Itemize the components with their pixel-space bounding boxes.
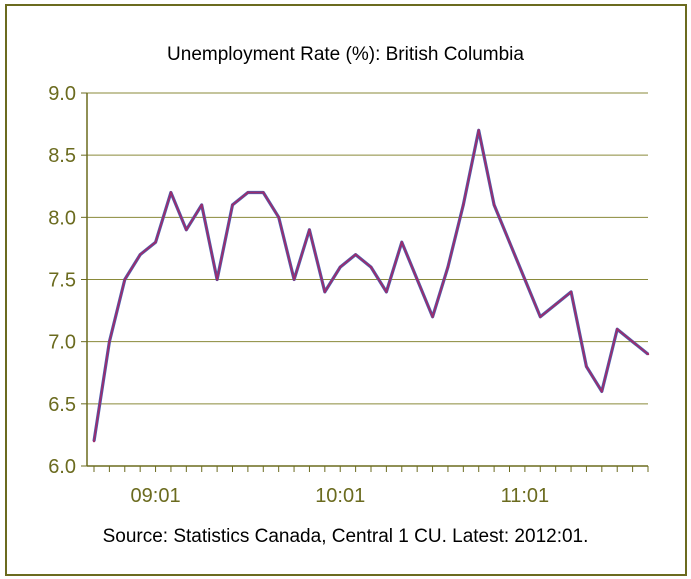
data-point (385, 290, 388, 294)
chart-frame (5, 4, 687, 576)
data-point (185, 228, 188, 231)
data-point (492, 203, 496, 207)
data-point (508, 241, 511, 244)
data-point (400, 241, 403, 244)
data-point (138, 253, 142, 256)
chart-title: Unemployment Rate (%): British Columbia (167, 44, 524, 65)
data-point (277, 216, 280, 219)
y-tick-label: 8.5 (48, 145, 76, 167)
y-tick-label: 7.5 (48, 270, 76, 292)
data-point (569, 290, 573, 294)
data-point (308, 228, 311, 231)
data-point (123, 278, 126, 281)
chart-source: Source: Statistics Canada, Central 1 CU.… (102, 526, 589, 547)
data-point (154, 241, 157, 244)
x-tick-label: 09:01 (131, 485, 181, 507)
x-tick-label: 10:01 (315, 485, 365, 507)
data-point (477, 129, 480, 132)
data-point (339, 265, 342, 269)
data-point (554, 303, 557, 306)
data-point (169, 191, 173, 194)
data-point (600, 390, 604, 393)
series-line (93, 129, 649, 442)
data-point (539, 315, 542, 318)
data-point (231, 203, 234, 207)
data-point (323, 290, 327, 294)
y-tick-label: 7.0 (48, 332, 76, 354)
data-point (585, 365, 588, 368)
data-point (369, 265, 373, 269)
data-point (446, 265, 450, 269)
data-point (200, 203, 203, 207)
series-line-shadow (92, 128, 650, 442)
data-point (292, 278, 296, 281)
y-tick-label: 6.0 (48, 456, 76, 478)
data-point (108, 340, 111, 343)
data-point (523, 278, 527, 281)
data-point (246, 191, 250, 194)
y-tick-label: 8.0 (48, 207, 76, 229)
y-tick-label: 9.0 (48, 83, 76, 105)
data-point (262, 191, 265, 194)
data-point (631, 340, 634, 343)
data-point (462, 203, 465, 207)
data-point (354, 253, 357, 256)
x-tick-label: 11:01 (501, 485, 550, 507)
data-point (415, 278, 419, 281)
y-tick-label: 6.5 (48, 394, 76, 416)
data-point (431, 315, 434, 318)
data-point (92, 439, 96, 443)
data-point (646, 352, 650, 356)
data-point (215, 278, 219, 281)
data-point (616, 328, 619, 331)
